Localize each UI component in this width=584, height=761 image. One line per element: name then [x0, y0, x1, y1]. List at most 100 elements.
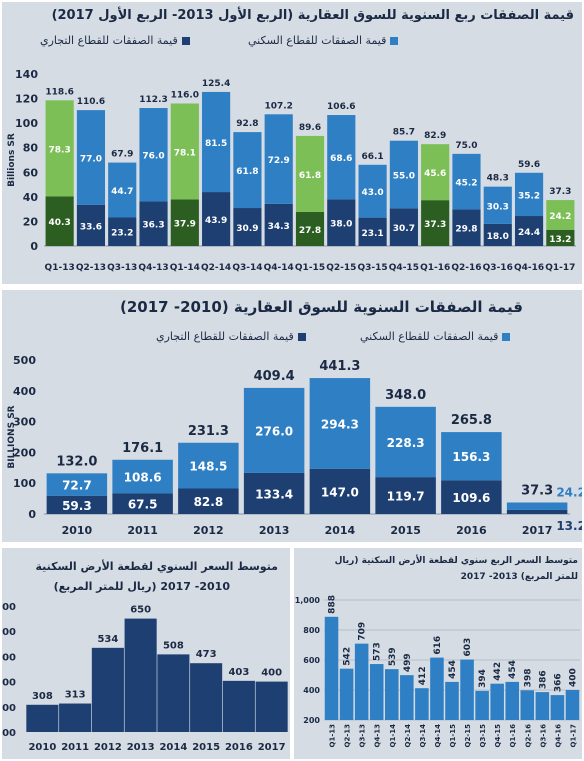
data-label: 400 [568, 668, 578, 687]
bar-commercial [483, 223, 512, 246]
x-tick-label: 2012 [193, 524, 224, 537]
data-label-commercial: 13.2 [556, 519, 582, 533]
x-tick-label: Q1-16 [420, 263, 450, 273]
bar [222, 680, 255, 732]
annual-chart-title: قيمة الصفقات السنوية للسوق العقارية (201… [120, 298, 523, 316]
x-tick-label: 2010 [62, 524, 93, 537]
bar [354, 643, 369, 720]
bar [430, 657, 444, 720]
bar-commercial [506, 509, 568, 514]
data-label-residential: 108.6 [124, 470, 162, 484]
data-label-residential: 148.5 [189, 460, 227, 474]
x-tick-label: Q2-13 [76, 263, 106, 273]
bar [505, 681, 520, 720]
bar-residential [327, 115, 356, 200]
x-tick-label: Q4-15 [389, 263, 419, 273]
x-tick-label: Q3-16 [539, 724, 547, 748]
data-label-residential: 44.7 [111, 187, 133, 197]
x-tick-label: Q1-13 [45, 263, 75, 273]
land-annual-title-line2: (ريال للمتر المربع) 2010- 2017 [53, 580, 230, 593]
land-quarterly-chart-svg: 200 400 600 800 1,000 888 Q1-13 542 Q2-13 709 Q3-1… [295, 595, 580, 748]
data-label-total: 67.9 [111, 150, 133, 160]
data-label-residential: 294.3 [321, 417, 359, 431]
y-tick-label: 500 [13, 354, 36, 367]
bar-residential [506, 502, 568, 510]
data-label-total: 37.3 [521, 484, 553, 499]
bar-residential [546, 200, 575, 230]
y-tick-label: 800 [303, 626, 320, 635]
data-label-residential: 61.8 [236, 167, 258, 177]
data-label-commercial: 37.9 [174, 220, 196, 230]
x-tick-label: Q3-15 [357, 263, 387, 273]
y-tick-label: 20 [23, 215, 39, 228]
quarterly-chart-title: قيمة الصفقات ربع السنوية للسوق العقارية … [51, 8, 574, 23]
data-label-residential: 24.2 [549, 212, 571, 222]
y-axis-label: Billions SR [7, 133, 17, 187]
bar [91, 647, 124, 732]
x-tick-label: Q4-15 [494, 724, 502, 748]
bar-residential [45, 100, 74, 197]
data-label: 454 [508, 660, 518, 679]
annual-legend-residential: قيمة الصفقات للقطاع السكني [360, 330, 511, 343]
bar-residential [76, 110, 106, 205]
data-label-residential: 76.0 [142, 152, 164, 162]
data-label-residential: 43.0 [361, 188, 383, 198]
bar [255, 681, 288, 732]
quarterly-legend-commercial: قيمة الصفقات للقطاع التجاري [40, 34, 190, 47]
data-label-residential: 72.7 [62, 479, 92, 493]
data-label: 542 [343, 647, 353, 666]
x-tick-label: Q4-14 [434, 724, 442, 748]
x-tick-label: Q2-14 [201, 263, 231, 273]
data-label-commercial: 82.8 [194, 495, 224, 509]
x-tick-label: Q2-15 [326, 263, 356, 273]
bar-commercial [546, 229, 575, 246]
legend-commercial-swatch [181, 36, 190, 45]
data-label-commercial: 109.6 [452, 491, 490, 505]
data-label-total: 441.3 [319, 359, 360, 374]
bar [324, 616, 339, 720]
x-tick-label: Q4-13 [138, 263, 168, 273]
x-tick-label: Q4-13 [374, 724, 382, 748]
x-tick-label: Q1-15 [449, 724, 457, 748]
x-tick-label: Q1-13 [329, 724, 337, 748]
bar-residential [375, 406, 436, 478]
x-tick-label: 2014 [325, 524, 356, 537]
x-tick-label: Q4-16 [514, 263, 544, 273]
bar-commercial [375, 477, 436, 514]
data-label-commercial: 29.8 [455, 225, 477, 235]
bar-residential [202, 91, 231, 193]
x-tick-label: Q2-16 [451, 263, 481, 273]
legend-residential-swatch [390, 36, 399, 45]
bar-commercial [441, 480, 502, 514]
data-label-commercial: 34.3 [268, 222, 290, 232]
bar-residential [358, 164, 387, 218]
data-label-commercial: 147.0 [321, 485, 359, 499]
data-label: 313 [65, 690, 86, 701]
bar-commercial [170, 199, 199, 246]
data-label: 539 [388, 647, 398, 666]
data-label-commercial: 38.0 [330, 220, 352, 230]
bar-commercial [178, 488, 239, 514]
y-tick-label: 100 [13, 477, 36, 490]
land-quarterly-title-line2: للمتر المربع) 2013- 2017 [460, 572, 578, 582]
bar-commercial [421, 200, 450, 246]
y-tick-label: 60 [23, 166, 39, 179]
x-tick-label: 2015 [192, 742, 220, 753]
bar [400, 675, 414, 720]
data-label: 573 [373, 642, 383, 661]
data-label-residential: 78.1 [174, 148, 196, 158]
x-tick-label: 2017 [258, 742, 286, 753]
y-tick-label: 200 [2, 728, 16, 739]
data-label: 454 [448, 660, 458, 679]
y-tick-label: 1,000 [295, 596, 321, 605]
data-label-residential: 24.2 [556, 485, 582, 499]
legend-commercial-label: قيمة الصفقات للقطاع التجاري [156, 330, 294, 343]
x-tick-label: Q2-14 [404, 724, 412, 748]
bar-residential [264, 114, 293, 204]
bar-commercial [264, 203, 293, 246]
bar [124, 618, 157, 732]
bar-residential [309, 378, 371, 469]
x-tick-label: Q4-16 [554, 724, 562, 748]
x-tick-label: 2015 [390, 524, 421, 537]
data-label: 650 [130, 605, 151, 616]
